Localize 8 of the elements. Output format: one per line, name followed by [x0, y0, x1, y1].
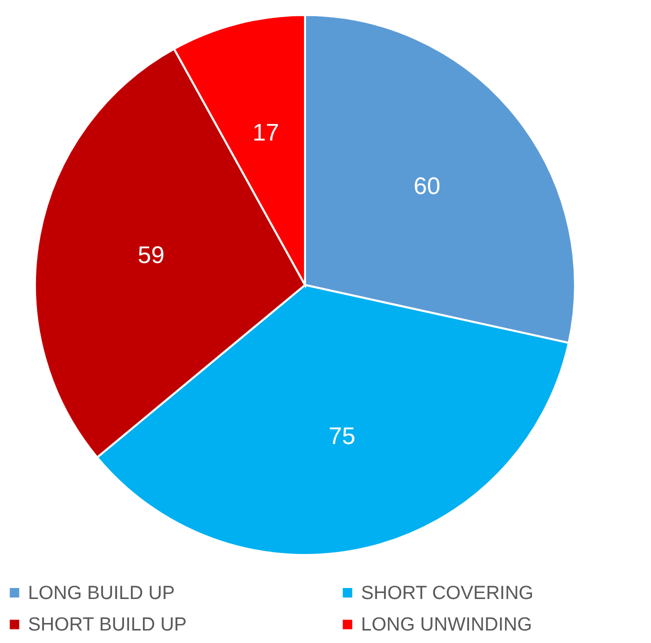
legend-label: LONG BUILD UP [28, 582, 175, 604]
data-label: 75 [328, 423, 356, 450]
data-label: 60 [414, 172, 440, 200]
legend-label: LONG UNWINDING [361, 614, 532, 636]
legend-label: SHORT COVERING [361, 582, 534, 604]
data-label: 59 [138, 242, 164, 270]
data-label: 17 [252, 119, 280, 146]
legend-label: SHORT BUILD UP [28, 614, 187, 636]
